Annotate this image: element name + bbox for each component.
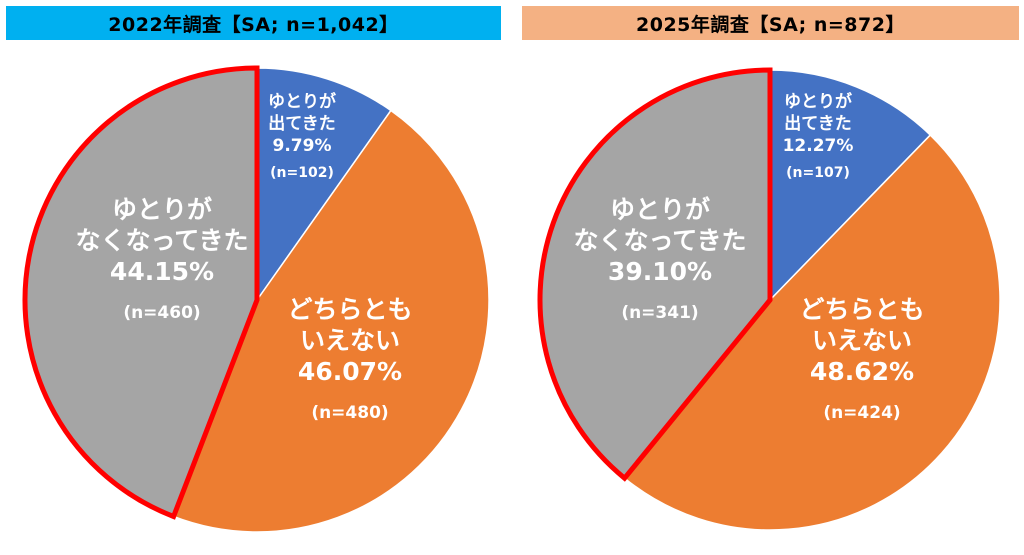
slice-percent: 9.79%	[273, 136, 332, 156]
slice-name-line: なくなってきた	[573, 226, 746, 255]
slice-name-line: ゆとりが	[268, 91, 336, 112]
slice-name-line: ゆとりが	[610, 195, 710, 224]
slice-percent: 39.10%	[608, 257, 712, 286]
slice-percent: 44.15%	[110, 257, 214, 286]
slice-count: (n=424)	[823, 403, 900, 423]
chart-title-2025: 2025年調査【SA; n=872】	[522, 6, 1019, 40]
pie-slice-increased	[769, 69, 932, 302]
pie-chart-2022: ゆとりが出てきた9.79%(n=102)どちらともいえない46.07%(n=48…	[22, 65, 490, 533]
pie-slice-increased	[256, 67, 392, 303]
slice-name-line: 出てきた	[268, 113, 336, 134]
slice-percent: 12.27%	[783, 136, 854, 156]
highlight-outline	[22, 65, 260, 520]
slice-name-line: いえない	[812, 326, 912, 355]
slice-count: (n=107)	[786, 165, 850, 181]
slice-name-line: いえない	[300, 326, 400, 355]
slice-name-line: どちらとも	[287, 295, 412, 324]
highlight-outline	[537, 67, 773, 482]
slice-name-line: どちらとも	[799, 295, 924, 324]
slice-name-line: ゆとりが	[784, 91, 852, 112]
slice-count: (n=341)	[621, 303, 698, 323]
slice-count: (n=102)	[270, 165, 334, 181]
slice-count: (n=480)	[311, 403, 388, 423]
pie-slice-neither	[623, 133, 1001, 531]
slice-percent: 48.62%	[810, 357, 914, 386]
slice-name-line: ゆとりが	[112, 195, 212, 224]
slice-count: (n=460)	[123, 303, 200, 323]
pie-chart-2025: ゆとりが出てきた12.27%(n=107)どちらともいえない48.62%(n=4…	[537, 67, 1001, 531]
slice-percent: 46.07%	[298, 357, 402, 386]
slice-name-line: なくなってきた	[75, 226, 248, 255]
pie-slice-neither	[172, 109, 490, 533]
chart-title-2022: 2022年調査【SA; n=1,042】	[6, 6, 501, 40]
slice-name-line: 出てきた	[784, 113, 852, 134]
